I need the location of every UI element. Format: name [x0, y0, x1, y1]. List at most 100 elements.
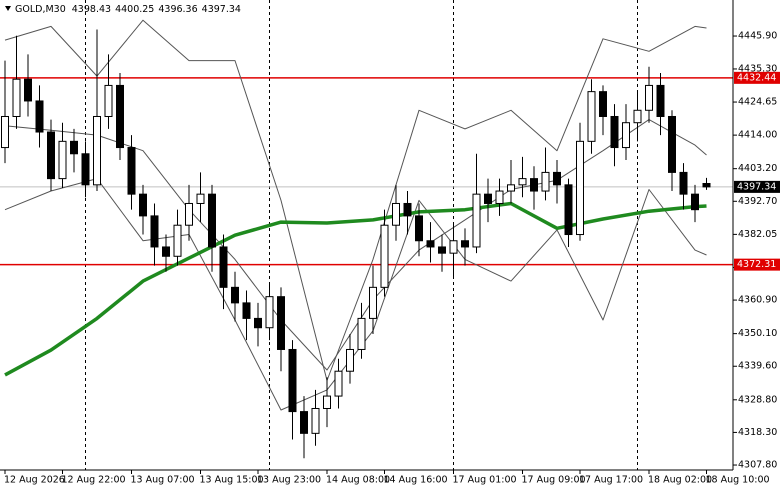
y-tick-label: 4435.30	[738, 63, 777, 74]
candle-body	[162, 246, 170, 257]
candle-body	[277, 296, 285, 350]
candle-body	[1, 115, 9, 149]
candle-body	[679, 171, 688, 195]
header-low: 4396.36	[158, 4, 197, 15]
candle-body	[576, 140, 584, 236]
candle-body	[438, 246, 446, 254]
x-tick-label: 18 Aug 02:00	[648, 475, 712, 486]
candle-body	[495, 190, 504, 204]
indicator-line	[4, 19, 707, 381]
x-tick-label: 14 Aug 16:00	[384, 475, 448, 486]
candle-body	[564, 184, 573, 236]
x-tick-label: 12 Aug 22:00	[62, 475, 126, 486]
candle-body	[265, 296, 274, 329]
x-tick-label: 13 Aug 07:00	[131, 475, 195, 486]
header-high: 4400.25	[115, 4, 154, 15]
candle-body	[104, 84, 113, 117]
x-tick-label: 18 Aug 10:00	[706, 475, 770, 486]
candle-body	[484, 193, 492, 204]
level-label-box	[734, 71, 780, 84]
candle-body	[242, 302, 251, 319]
candle-body	[357, 317, 366, 350]
candle-body	[507, 184, 515, 192]
candle-body	[426, 240, 435, 248]
candle-body	[219, 246, 228, 288]
candle-body	[254, 317, 262, 329]
candle-body	[12, 78, 21, 117]
candle-body	[599, 91, 607, 117]
candle-body	[656, 84, 665, 117]
candle-body	[70, 140, 78, 155]
indicator-line	[4, 201, 707, 377]
candle-body	[150, 215, 159, 248]
level-label-box	[734, 258, 780, 271]
candle-body	[702, 182, 711, 188]
price-label-box	[734, 180, 780, 193]
candle-body	[47, 131, 55, 180]
level-label: 4432.44	[737, 72, 776, 83]
candle-body	[288, 348, 297, 413]
candle-body	[300, 411, 308, 434]
candle-body	[185, 202, 193, 226]
candle-body	[472, 193, 481, 248]
candle-body	[541, 171, 550, 192]
x-tick-label: 14 Aug 08:00	[326, 475, 390, 486]
header-close: 4397.34	[202, 4, 241, 15]
candle-body	[610, 115, 619, 149]
candle-body	[668, 115, 676, 173]
y-tick-label: 4339.60	[738, 361, 777, 372]
candle-body	[392, 202, 400, 226]
chart-header: GOLD,M30 4398.43 4400.25 4396.36 4397.34	[15, 4, 241, 15]
level-label: 4372.31	[737, 259, 776, 270]
x-tick-label: 17 Aug 01:00	[453, 475, 517, 486]
x-tick-label: 17 Aug 17:00	[579, 475, 643, 486]
y-tick-label: 4414.00	[738, 130, 777, 141]
y-tick-label: 4424.65	[738, 97, 777, 108]
candle-body	[587, 91, 596, 142]
x-tick-label: 13 Aug 23:00	[257, 475, 321, 486]
candle-body	[461, 240, 469, 248]
price-label: 4397.34	[737, 181, 776, 192]
x-tick-label: 17 Aug 09:00	[522, 475, 586, 486]
candle-body	[323, 395, 331, 409]
candle-body	[58, 140, 67, 180]
candle-body	[530, 178, 538, 192]
candle-body	[311, 407, 320, 434]
candle-body	[81, 153, 90, 186]
candle-body	[553, 171, 561, 186]
candle-body	[208, 193, 216, 248]
candle-body	[139, 193, 147, 217]
x-tick-label: 13 Aug 15:00	[200, 475, 264, 486]
header-open: 4398.43	[72, 4, 111, 15]
candle-body	[622, 122, 630, 149]
candle-body	[116, 84, 124, 149]
candle-body	[691, 193, 699, 211]
candle-body	[231, 286, 239, 304]
header-arrow	[5, 6, 11, 11]
y-tick-label: 4318.30	[738, 427, 777, 438]
candle-body	[403, 202, 412, 217]
candle-body	[173, 224, 182, 257]
candle-body	[633, 109, 642, 124]
candle-body	[196, 193, 205, 204]
x-tick-label: 12 Aug 2026	[4, 475, 65, 486]
y-tick-label: 4360.90	[738, 295, 777, 306]
y-tick-label: 4307.80	[738, 460, 777, 471]
candle-body	[334, 370, 343, 397]
candle-body	[127, 147, 136, 195]
candle-body	[35, 100, 44, 133]
candle-body	[415, 215, 423, 242]
candle-body	[346, 348, 354, 372]
candle-body	[369, 286, 377, 319]
y-tick-label: 4350.10	[738, 328, 777, 339]
candle-body	[24, 78, 32, 102]
y-tick-label: 4445.90	[738, 31, 777, 42]
y-tick-label: 4392.70	[738, 196, 777, 207]
symbol: GOLD,M30	[15, 4, 66, 15]
candle-body	[380, 224, 389, 288]
candle-body	[449, 240, 458, 254]
candle-body	[93, 115, 101, 186]
y-tick-label: 4403.20	[738, 163, 777, 174]
